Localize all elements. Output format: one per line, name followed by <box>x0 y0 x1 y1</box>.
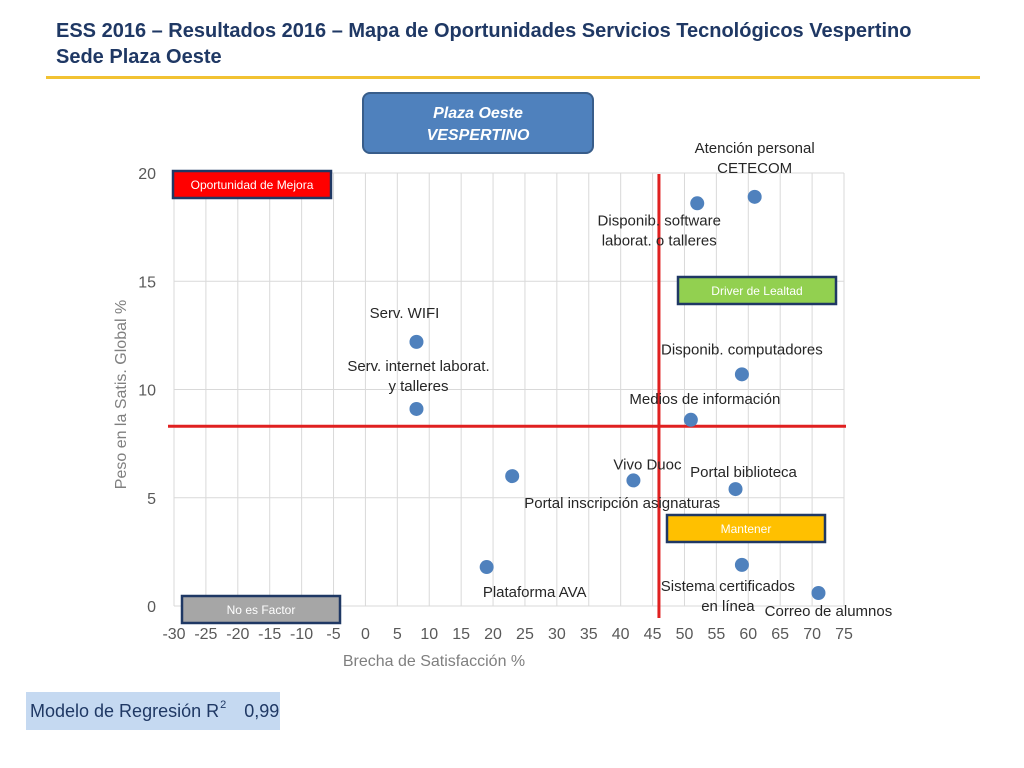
x-axis-title: Brecha de Satisfacción % <box>343 653 525 670</box>
x-tick-label: -25 <box>194 626 217 643</box>
data-point <box>626 473 641 488</box>
data-point <box>479 560 494 575</box>
regression-value: 0,99 <box>244 700 280 721</box>
point-label: Vivo Duoc <box>613 456 682 473</box>
data-point <box>409 401 424 416</box>
point-label: Disponib. computadores <box>661 341 823 358</box>
data-point <box>690 196 705 211</box>
x-tick-label: -30 <box>162 626 185 643</box>
x-tick-label: 60 <box>739 626 757 643</box>
x-tick-label: 40 <box>612 626 630 643</box>
y-tick-label: 15 <box>138 274 156 291</box>
regression-label: Modelo de Regresión R <box>30 700 220 721</box>
title-divider <box>46 76 980 79</box>
x-tick-label: 30 <box>548 626 566 643</box>
data-point <box>811 586 826 601</box>
point-label: Plataforma AVA <box>483 584 587 601</box>
point-label: Portal biblioteca <box>690 464 797 481</box>
title-line-1: ESS 2016 – Resultados 2016 – Mapa de Opo… <box>56 20 912 42</box>
quadrant-noesfactor-label-box <box>180 594 342 625</box>
x-tick-label: 15 <box>452 626 470 643</box>
y-tick-label: 0 <box>147 599 156 616</box>
point-label: Atención personal CETECOM <box>695 140 815 177</box>
regression-exponent: 2 <box>220 699 227 711</box>
segment-label-line-1: Plaza Oeste <box>433 105 523 122</box>
x-tick-label: 55 <box>707 626 725 643</box>
x-tick-label: 75 <box>835 626 853 643</box>
page-title: ESS 2016 – Resultados 2016 – Mapa de Opo… <box>56 18 996 70</box>
x-tick-label: -10 <box>290 626 313 643</box>
x-tick-label: 0 <box>361 626 370 643</box>
title-line-2: Sede Plaza Oeste <box>56 46 222 68</box>
point-label: Correo de alumnos <box>765 603 893 620</box>
point-label: Sistema certificados en línea <box>661 578 795 615</box>
x-tick-label: 10 <box>420 626 438 643</box>
data-point <box>734 557 749 572</box>
quadrant-mantener-label-box <box>665 513 827 544</box>
x-tick-label: 5 <box>393 626 402 643</box>
x-tick-label: 50 <box>676 626 694 643</box>
data-point <box>747 189 762 204</box>
y-tick-label: 5 <box>147 491 156 508</box>
data-point <box>505 469 520 484</box>
quadrant-driver-label: Driver de Lealtad <box>711 284 802 298</box>
x-tick-label: -20 <box>226 626 249 643</box>
x-tick-label: 65 <box>771 626 789 643</box>
point-label: Portal inscripción asignaturas <box>524 495 720 512</box>
x-tick-label: 25 <box>516 626 534 643</box>
x-tick-label: -5 <box>326 626 340 643</box>
quadrant-oportunidad-label-box <box>171 169 333 200</box>
x-tick-label: 35 <box>580 626 598 643</box>
y-axis-title: Peso en la Satis. Global % <box>113 300 130 489</box>
y-tick-label: 10 <box>138 383 156 400</box>
quadrant-noesfactor-label: No es Factor <box>227 603 296 617</box>
quadrant-mantener-label: Mantener <box>721 522 772 536</box>
data-point <box>728 482 743 497</box>
x-tick-label: 45 <box>644 626 662 643</box>
point-label: Disponib. software laborat. o talleres <box>598 212 721 249</box>
point-label: Serv. WIFI <box>370 305 440 322</box>
data-point <box>409 334 424 349</box>
x-tick-label: 70 <box>803 626 821 643</box>
quadrant-driver-label-box <box>676 275 838 306</box>
segment-label-line-2: VESPERTINO <box>426 127 530 144</box>
data-point <box>734 367 749 382</box>
x-tick-label: -15 <box>258 626 281 643</box>
segment-label-box: Plaza Oeste VESPERTINO <box>362 92 594 154</box>
point-label: Serv. internet laborat. y talleres <box>347 358 489 395</box>
data-point <box>683 412 698 427</box>
quadrant-oportunidad-label: Oportunidad de Mejora <box>191 178 314 192</box>
point-label: Medios de información <box>629 391 780 408</box>
x-tick-label: 20 <box>484 626 502 643</box>
y-tick-label: 20 <box>138 166 156 183</box>
